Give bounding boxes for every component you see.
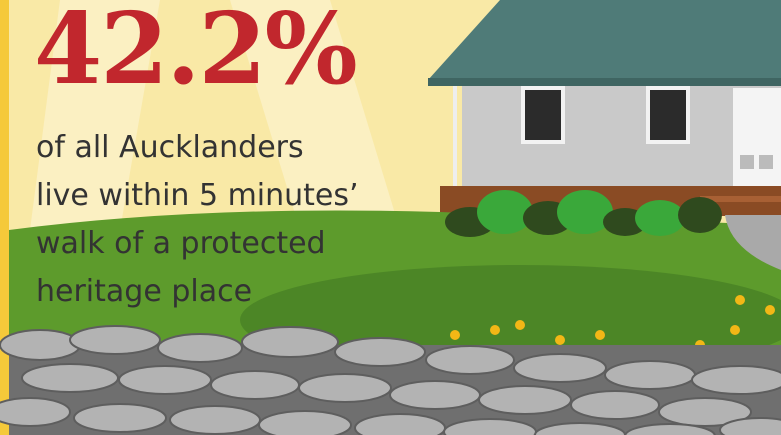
text-line: of all Aucklanders	[36, 124, 359, 172]
door-panel	[759, 155, 773, 169]
text-line: walk of a protected	[36, 220, 359, 268]
gutter	[428, 78, 781, 86]
infographic: 42.2% of all Aucklanders live within 5 m…	[0, 0, 781, 435]
door-panel	[740, 155, 754, 169]
headline-text: of all Aucklanders live within 5 minutes…	[36, 124, 359, 316]
headline-stat: 42.2%	[34, 0, 356, 107]
border	[0, 0, 9, 435]
text-line: live within 5 minutes’	[36, 172, 359, 220]
text-line: heritage place	[36, 268, 359, 316]
window	[648, 88, 688, 142]
door	[733, 88, 781, 188]
window	[523, 88, 563, 142]
